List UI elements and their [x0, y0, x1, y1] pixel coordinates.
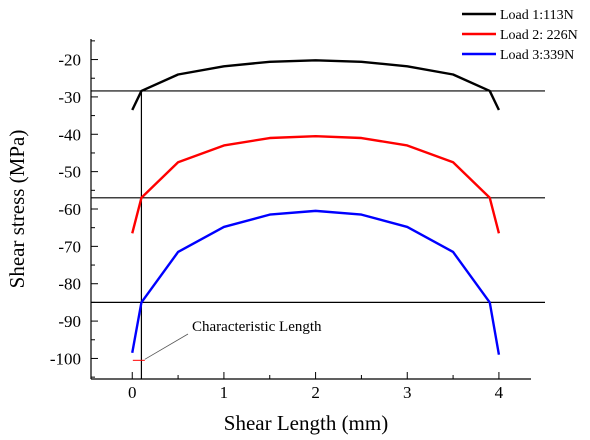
x-tick-label: 3 [403, 383, 412, 402]
annotation-leader [144, 333, 189, 360]
y-tick-label: -20 [58, 51, 81, 70]
series-line-1 [131, 59, 500, 111]
series-line-2 [131, 134, 501, 234]
y-tick-label: -30 [58, 88, 81, 107]
y-tick-label: -40 [58, 125, 81, 144]
x-axis-label: Shear Length (mm) [224, 411, 388, 435]
legend-label-1: Load 1:113N [500, 8, 574, 23]
series-line-3 [131, 209, 501, 355]
legend-label-3: Load 3:339N [500, 48, 574, 63]
y-tick-label: -90 [58, 312, 81, 331]
y-tick-label: -80 [58, 275, 81, 294]
x-tick-label: 4 [495, 383, 504, 402]
annotation-text: Characteristic Length [192, 319, 322, 335]
x-tick-label: 2 [311, 383, 320, 402]
x-tick-label: 1 [220, 383, 229, 402]
y-tick-label: -50 [58, 163, 81, 182]
y-axis-label: Shear stress (MPa) [5, 130, 29, 289]
x-tick-label: 0 [128, 383, 137, 402]
y-tick-label: -100 [50, 349, 81, 368]
legend-label-2: Load 2: 226N [500, 28, 578, 43]
y-tick-label: -70 [58, 237, 81, 256]
y-tick-label: -60 [58, 200, 81, 219]
